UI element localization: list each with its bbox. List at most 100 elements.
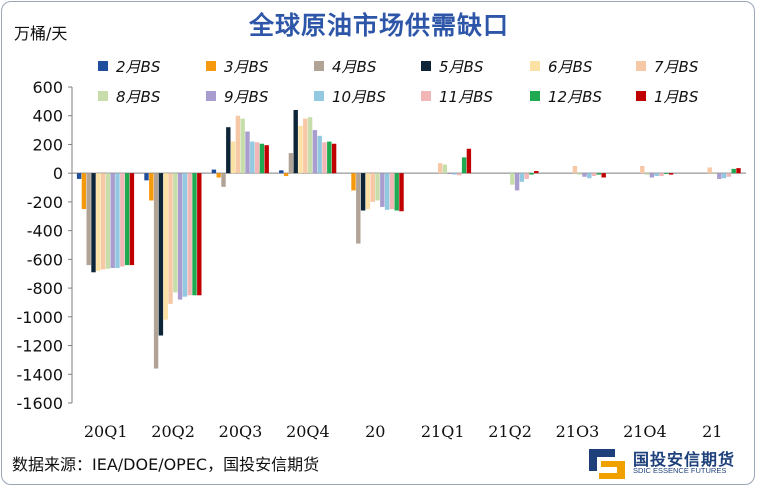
bar [259,143,265,174]
bar [168,173,173,304]
bar [187,173,192,296]
bar [221,173,226,187]
bar [466,148,472,174]
x-tick-label: 21Q1 [421,422,465,441]
bar [394,173,399,211]
legend-swatch [206,61,216,71]
bar [447,173,452,174]
bar [144,173,149,181]
bar [582,173,587,177]
bar [437,163,443,174]
bar [245,131,250,174]
axes: 600 400 200 0 -200 -400 -600 -800 -1000 -1200 -140… [17,78,746,441]
y-tick-label: 600 [32,78,63,97]
bar [322,142,327,174]
y-tick-label: -200 [27,193,63,212]
bar [577,173,582,175]
y-tick-label: -400 [27,222,63,241]
bar [197,173,202,296]
legend-label: 12月BS [548,88,602,106]
legend-swatch [530,91,540,101]
bar [86,173,91,266]
x-tick-label: 20Q4 [286,422,330,441]
bar [514,173,520,191]
bar [235,115,241,174]
legend-label: 3月BS [224,58,269,76]
bar [327,141,332,174]
bar [91,173,96,273]
legend-label: 6月BS [548,58,593,76]
bar [149,173,154,201]
y-tick-label: 0 [53,164,63,183]
bar [254,142,260,174]
bar [664,173,669,174]
x-tick-label: 21Q2 [488,422,532,441]
legend-label: 1月BS [654,88,699,106]
legend-swatch [530,61,540,71]
legend-swatch [314,61,324,71]
bar [351,173,356,191]
bar [303,118,308,174]
bar [317,135,322,174]
bar [288,153,294,174]
legend-label: 2月BS [116,58,161,76]
bar [264,145,269,174]
y-tick-label: -600 [27,250,63,269]
bar [389,173,395,210]
bar [226,127,231,174]
bar [100,173,106,270]
y-tick-label: -1600 [17,394,64,413]
bar [591,173,597,177]
bar [384,173,390,210]
bar [331,143,337,174]
bar [736,168,741,174]
bar [640,166,645,174]
bar [279,170,284,174]
logo-text-en: SDIC ESSENCE FUTURES [633,466,727,475]
bar [524,173,529,179]
bar [731,168,736,174]
bar [461,157,467,174]
bar [654,173,659,177]
bar [307,117,313,174]
bar [230,141,236,174]
bar [163,173,168,320]
bar [659,173,664,177]
legend-swatch [636,91,646,101]
bar [380,173,385,207]
bar [96,173,101,271]
bar [182,173,188,297]
y-tick-label: 200 [32,135,63,154]
bar [668,173,674,175]
legend-label: 5月BS [439,58,484,76]
bar [124,173,130,266]
bar [211,169,217,174]
bar [293,109,298,174]
x-tick-label: 20 [365,422,385,441]
y-tick-label: -800 [27,279,63,298]
x-tick-label: 20Q3 [219,422,263,441]
bar [192,173,197,296]
bar [153,173,159,369]
bar [158,173,164,336]
x-tick-label: 20Q2 [151,422,195,441]
bar [365,173,371,210]
bar [644,173,650,175]
bars [76,109,741,369]
bar [283,173,289,177]
x-tick-label: 21O3 [556,422,600,441]
bar [649,173,655,178]
legend-swatch [206,91,216,101]
bar [250,141,255,174]
bar [601,173,606,178]
bar [721,173,727,179]
bar [442,164,448,174]
bar [510,173,515,185]
bar [717,173,722,179]
bar [360,173,366,211]
legend-swatch [421,61,431,71]
legend-swatch [98,61,108,71]
legend-label: 10月BS [332,88,386,106]
bar [110,173,115,268]
